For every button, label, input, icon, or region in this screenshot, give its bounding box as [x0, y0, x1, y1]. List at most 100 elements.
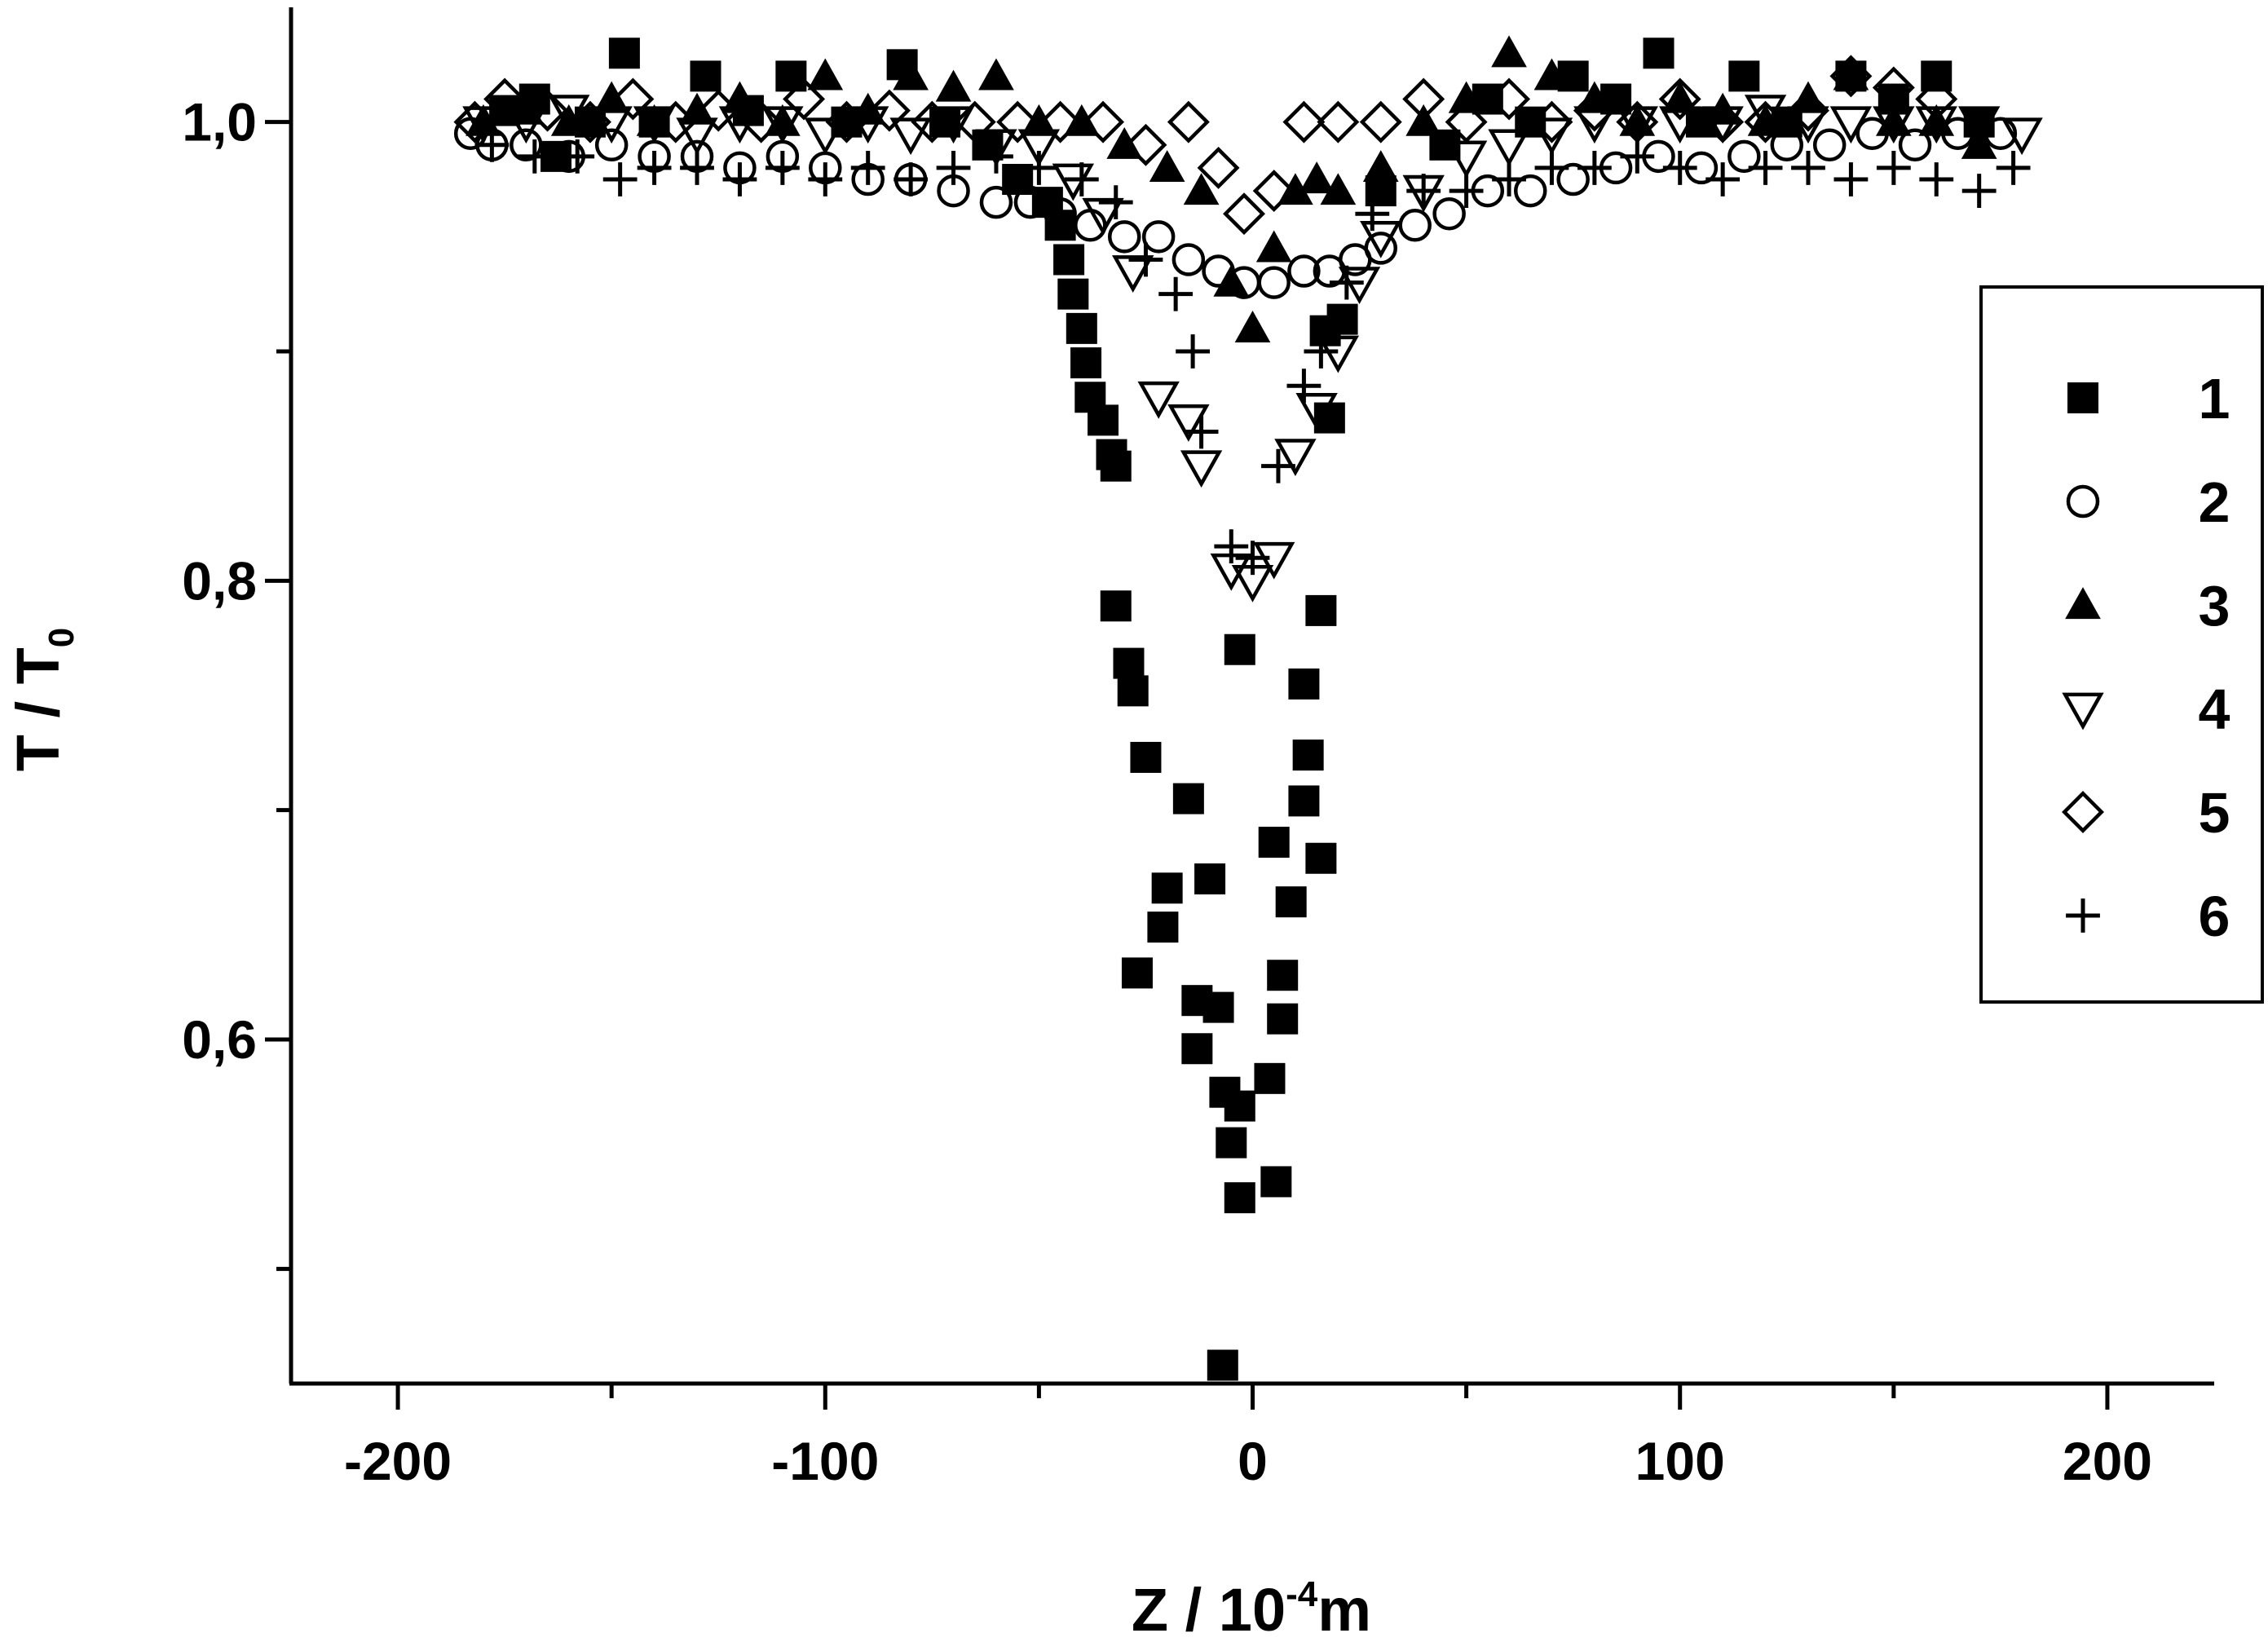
legend-label: 6 — [2199, 885, 2230, 948]
data-point — [1957, 106, 2001, 144]
data-point — [1282, 100, 1326, 143]
data-point — [1147, 911, 1179, 943]
data-point — [1747, 104, 1784, 136]
data-point — [761, 106, 804, 144]
data-point — [1491, 35, 1527, 68]
data-point — [611, 77, 655, 121]
data-point — [1057, 278, 1089, 310]
data-point — [1876, 151, 1911, 185]
data-point — [1445, 100, 1488, 143]
data-point — [1224, 1182, 1255, 1214]
data-point — [1257, 266, 1291, 299]
data-point — [825, 100, 868, 143]
data-point — [932, 106, 975, 144]
data-point — [1398, 209, 1432, 242]
data-point — [765, 151, 800, 185]
data-point — [1402, 77, 1445, 121]
data-point — [1013, 185, 1048, 219]
data-point — [1662, 151, 1697, 185]
data-point — [978, 58, 1014, 90]
data-point — [505, 106, 548, 144]
data-point — [1921, 60, 1953, 92]
data-point — [889, 117, 932, 156]
data-point — [1267, 1003, 1299, 1035]
data-point — [911, 100, 954, 143]
data-point — [1213, 264, 1250, 297]
y-axis-title: T / T0 — [4, 628, 82, 772]
y-tick-label: 1,0 — [182, 92, 257, 152]
data-point — [676, 117, 718, 156]
data-point — [1313, 402, 1345, 434]
data-point — [680, 151, 714, 185]
data-point — [1292, 739, 1324, 771]
data-point — [804, 117, 846, 156]
data-point — [1919, 162, 1954, 196]
data-point — [1658, 77, 1701, 121]
legend-marker — [2062, 692, 2104, 731]
data-point — [979, 185, 1013, 219]
data-point — [483, 77, 527, 121]
data-point — [1488, 77, 1531, 121]
data-point — [1064, 162, 1099, 196]
data-point — [1530, 100, 1573, 143]
data-point — [718, 106, 761, 144]
data-point — [1100, 450, 1132, 482]
data-point — [1661, 81, 1698, 113]
data-point — [510, 128, 543, 162]
data-point — [1448, 81, 1485, 113]
data-point — [1317, 100, 1360, 143]
data-point — [783, 77, 826, 121]
data-point — [1326, 303, 1358, 335]
data-point — [1098, 185, 1133, 220]
data-point — [1701, 100, 1745, 143]
data-point — [1787, 89, 1829, 132]
data-point — [1254, 1062, 1286, 1094]
data-point — [1149, 150, 1185, 183]
legend-label: 3 — [2199, 574, 2230, 638]
data-point — [548, 95, 590, 133]
data-point — [1790, 81, 1826, 113]
data-point — [1295, 392, 1338, 430]
data-point — [1172, 243, 1206, 276]
data-point — [697, 89, 740, 132]
data-point — [1158, 276, 1194, 311]
data-point — [867, 89, 911, 132]
data-point — [1320, 173, 1357, 205]
data-point — [1530, 117, 1573, 156]
x-axis-title-part: Z / 10 — [1132, 1576, 1286, 1642]
legend-label: 2 — [2199, 470, 2230, 534]
data-point — [1053, 244, 1085, 276]
legend-box — [1979, 285, 2264, 1004]
data-point — [1728, 60, 1760, 92]
data-point — [453, 100, 496, 143]
data-point — [1124, 123, 1167, 166]
x-tick-label: 0 — [1238, 1431, 1268, 1491]
data-point — [1216, 1127, 1247, 1159]
data-point — [1513, 174, 1547, 208]
y-axis-title-part: T / T — [4, 647, 72, 771]
data-point — [1151, 872, 1183, 904]
data-point — [1267, 960, 1299, 991]
data-point — [807, 58, 844, 90]
data-point — [1021, 151, 1057, 185]
data-point — [1727, 139, 1761, 174]
data-point — [1258, 827, 1290, 859]
data-point — [1898, 128, 1932, 162]
data-point — [1329, 265, 1364, 300]
data-point — [1488, 129, 1530, 167]
data-point — [1492, 162, 1526, 196]
data-point — [847, 106, 889, 144]
data-point — [1288, 668, 1320, 700]
data-point — [1983, 117, 2018, 150]
data-point — [1304, 334, 1339, 369]
data-point — [975, 129, 1017, 167]
data-point — [1355, 196, 1390, 232]
legend-label: 1 — [2199, 367, 2230, 430]
data-point — [893, 58, 929, 90]
data-point — [1141, 220, 1176, 254]
x-tick-label: 200 — [2063, 1431, 2152, 1491]
data-point — [1044, 196, 1077, 231]
data-point — [894, 162, 929, 196]
data-point — [1299, 161, 1335, 194]
